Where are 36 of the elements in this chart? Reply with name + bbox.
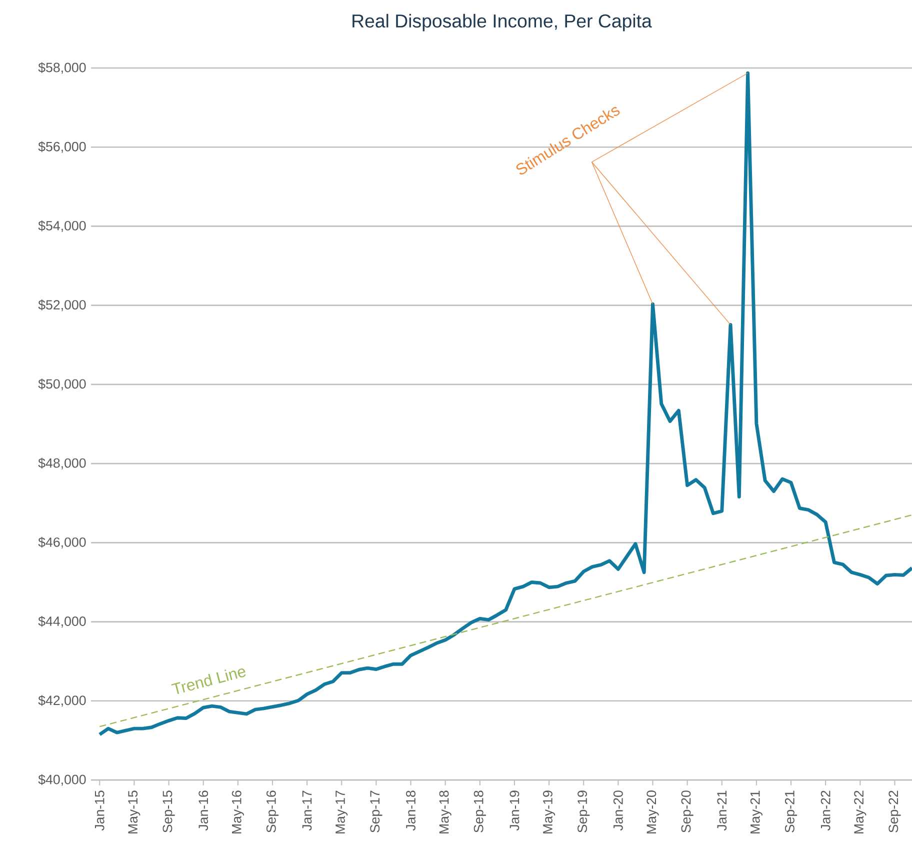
x-tick-label: Jan-22 xyxy=(820,790,830,831)
x-tick-label: Jan-16 xyxy=(198,790,208,831)
x-tick-label: Sep-18 xyxy=(474,790,486,832)
y-tick-label: $40,000 xyxy=(38,774,86,786)
y-tick-label: $46,000 xyxy=(38,536,86,548)
y-tick-label: $54,000 xyxy=(38,220,86,232)
x-tick-label: Jan-15 xyxy=(94,790,104,831)
x-tick-label: Sep-17 xyxy=(370,790,382,832)
x-tick-label: Jan-19 xyxy=(510,790,520,831)
x-tick-label: Jan-17 xyxy=(302,790,312,831)
y-tick-label: $58,000 xyxy=(38,62,86,74)
x-tick-label: Sep-15 xyxy=(162,790,175,832)
x-tick-label: Sep-20 xyxy=(681,790,694,832)
x-tick-label: Sep-22 xyxy=(888,790,901,832)
y-tick-label: $50,000 xyxy=(38,378,86,390)
x-tick-label: Jan-21 xyxy=(717,790,727,831)
x-tick-label: Sep-21 xyxy=(784,790,798,832)
y-tick-label: $44,000 xyxy=(38,616,86,628)
x-tick-label: Sep-19 xyxy=(578,790,590,832)
y-tick-label: $52,000 xyxy=(38,300,86,312)
chart-title: Real Disposable Income, Per Capita xyxy=(352,14,652,32)
text: Trend Line xyxy=(171,668,246,694)
x-tick-label: May-20 xyxy=(646,790,659,834)
y-tick-label: $56,000 xyxy=(38,141,86,153)
y-tick-label: $48,000 xyxy=(38,458,86,470)
y-tick-label: $42,000 xyxy=(38,695,86,707)
x-tick-label: May-17 xyxy=(336,790,348,834)
x-tick-label: May-15 xyxy=(128,790,140,834)
x-tick-label: May-16 xyxy=(232,790,244,834)
x-tick-label: May-18 xyxy=(439,790,452,834)
x-tick-label: May-22 xyxy=(854,790,866,834)
x-tick-label: May-21 xyxy=(750,790,762,834)
x-tick-label: Jan-18 xyxy=(406,790,416,831)
x-tick-label: Sep-16 xyxy=(266,790,279,832)
x-tick-label: Jan-20 xyxy=(613,790,623,831)
x-tick-label: May-19 xyxy=(543,790,556,834)
